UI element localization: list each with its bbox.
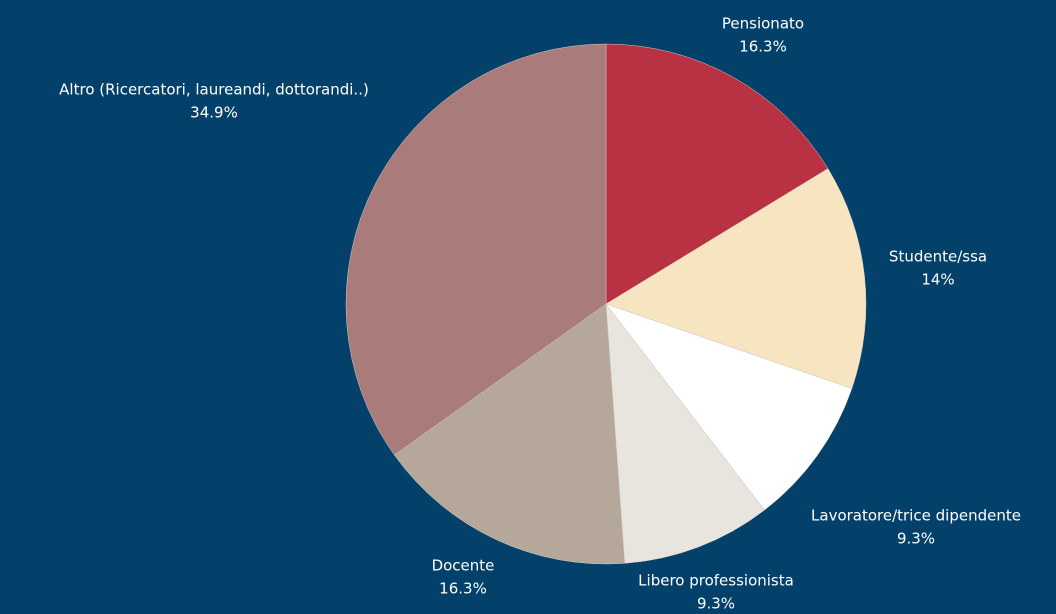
- slice-value-label: 16.3%: [439, 580, 487, 598]
- pie-slice: [345, 43, 607, 456]
- slice-value-label: 16.3%: [739, 38, 787, 56]
- pie-slice: [605, 303, 853, 511]
- pie-slice: [605, 168, 867, 389]
- slice-label: Lavoratore/trice dipendente: [811, 507, 1021, 525]
- slice-label: Studente/ssa: [889, 248, 987, 266]
- slice-label: Docente: [432, 557, 495, 575]
- pie-slice: [394, 303, 626, 565]
- slice-value-label: 9.3%: [897, 530, 935, 548]
- pie-slice: [605, 303, 765, 564]
- slice-label: Altro (Ricercatori, laureandi, dottorand…: [59, 81, 369, 99]
- slice-label: Pensionato: [722, 15, 804, 33]
- slice-value-label: 9.3%: [697, 595, 735, 613]
- slice-label: Libero professionista: [638, 572, 794, 590]
- slice-value-label: 34.9%: [190, 104, 238, 122]
- slice-value-label: 14%: [921, 271, 954, 289]
- pie-slice: [605, 43, 829, 305]
